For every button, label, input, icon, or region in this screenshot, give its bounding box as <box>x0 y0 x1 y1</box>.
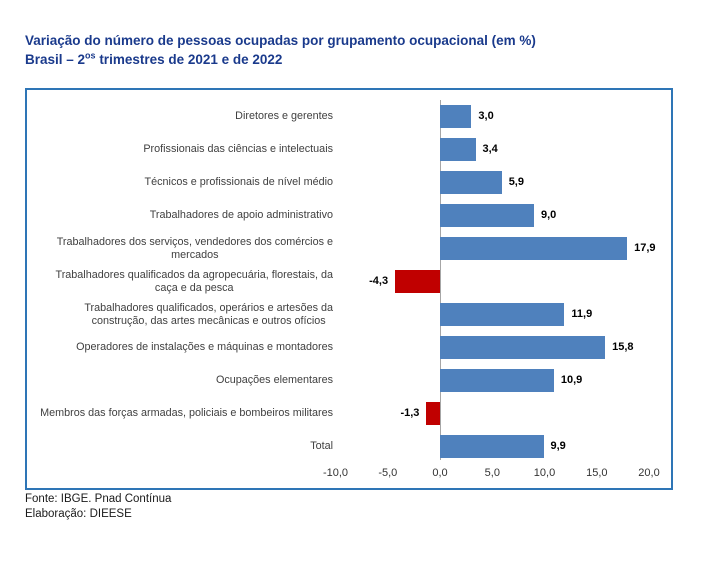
chart-row: Trabalhadores qualificados, operários e … <box>27 298 671 331</box>
category-label-text: Ocupações elementares <box>215 374 333 386</box>
bar-positive <box>440 171 502 194</box>
chart-title-line1: Variação do número de pessoas ocupadas p… <box>25 33 536 48</box>
bar-positive <box>440 435 544 458</box>
category-label-text: Membros das forças armadas, policiais e … <box>40 407 333 419</box>
chart-row: Total 9,9 <box>27 430 671 463</box>
chart-title: Variação do número de pessoas ocupadas p… <box>25 31 536 69</box>
category-label-text: Trabalhadores qualificados, operários e … <box>84 301 333 327</box>
chart-row: Trabalhadores de apoio administrativo 9,0 <box>27 199 671 232</box>
chart-row: Ocupações elementares 10,9 <box>27 364 671 397</box>
value-label: 11,9 <box>571 308 593 320</box>
category-label: Operadores de instalações e máquinas e m… <box>27 341 341 354</box>
bar-positive <box>440 105 472 128</box>
elaboration-note: Elaboração: DIEESE <box>25 508 132 520</box>
source-note: Fonte: IBGE. Pnad Contínua <box>25 493 172 505</box>
category-label-text: Profissionais das ciências e intelectuai… <box>143 143 333 155</box>
bar-positive <box>440 138 476 161</box>
x-axis-tick-label: -5,0 <box>378 467 398 479</box>
x-axis: -10,0 -5,0 0,0 5,0 10,0 15,0 20,0 <box>27 467 671 483</box>
x-axis-tick-label: -10,0 <box>322 467 349 479</box>
x-axis-tick-label: 15,0 <box>586 467 608 479</box>
chart-row: Trabalhadores qualificados da agropecuár… <box>27 265 671 298</box>
category-label-text: Trabalhadores dos serviços, vendedores d… <box>56 235 333 261</box>
bar-positive <box>440 336 606 359</box>
category-label: Membros das forças armadas, policiais e … <box>27 407 341 420</box>
category-label: Ocupações elementares <box>27 374 341 387</box>
category-label: Profissionais das ciências e intelectuai… <box>27 143 341 156</box>
value-label: 9,0 <box>541 209 557 221</box>
value-label: -4,3 <box>369 275 389 287</box>
footer: Fonte: IBGE. Pnad Contínua Elaboração: D… <box>25 492 171 522</box>
bar-positive <box>440 204 534 227</box>
x-axis-tick-label: 10,0 <box>533 467 556 479</box>
bar-positive <box>440 369 554 392</box>
chart-row: Membros das forças armadas, policiais e … <box>27 397 671 430</box>
chart-plot-area: Diretores e gerentes 3,0 Profissionais das… <box>27 100 671 463</box>
category-label-text: Trabalhadores de apoio administrativo <box>149 209 333 221</box>
bar-negative <box>426 402 440 425</box>
chart-title-line2-prefix: Brasil – 2 <box>25 52 86 67</box>
value-label: 10,9 <box>560 374 583 386</box>
chart-row: Trabalhadores dos serviços, vendedores d… <box>27 232 671 265</box>
bar-negative <box>395 270 440 293</box>
bar-positive <box>440 303 565 326</box>
chart-title-line2-suffix: trimestres de 2021 e de 2022 <box>95 52 283 67</box>
chart-row: Profissionais das ciências e intelectuai… <box>27 133 671 166</box>
chart-title-superscript: os <box>85 50 96 61</box>
x-axis-tick-label: 20,0 <box>638 467 660 479</box>
category-label-text: Operadores de instalações e máquinas e m… <box>76 341 333 353</box>
value-label: -1,3 <box>400 407 420 419</box>
category-label: Total <box>27 440 341 453</box>
chart-row: Diretores e gerentes 3,0 <box>27 100 671 133</box>
category-label-text: Total <box>310 440 333 452</box>
value-label: 15,8 <box>612 341 634 353</box>
category-label: Trabalhadores de apoio administrativo <box>27 209 341 222</box>
category-label: Trabalhadores dos serviços, vendedores d… <box>27 236 341 262</box>
value-label: 3,4 <box>482 143 498 155</box>
category-label-text: Técnicos e profissionais de nível médio <box>144 176 333 188</box>
value-label: 3,0 <box>478 110 494 122</box>
value-label: 9,9 <box>550 440 566 452</box>
chart-row: Operadores de instalações e máquinas e m… <box>27 331 671 364</box>
category-label: Diretores e gerentes <box>27 110 341 123</box>
value-label: 5,9 <box>508 176 524 188</box>
zero-axis-line <box>440 100 441 460</box>
category-label: Técnicos e profissionais de nível médio <box>27 176 341 189</box>
bar-positive <box>440 237 628 260</box>
chart-row: Técnicos e profissionais de nível médio 5… <box>27 166 671 199</box>
category-label-text: Trabalhadores qualificados da agropecuár… <box>55 268 334 294</box>
category-label: Trabalhadores qualificados da agropecuár… <box>27 269 341 295</box>
category-label: Trabalhadores qualificados, operários e … <box>27 302 341 328</box>
x-axis-tick-label: 5,0 <box>484 467 500 479</box>
value-label: 17,9 <box>634 242 656 254</box>
x-axis-tick-label: 0,0 <box>432 467 448 479</box>
category-label-text: Diretores e gerentes <box>235 110 333 122</box>
bar-chart: Diretores e gerentes 3,0 Profissionais das… <box>25 88 673 490</box>
chart-title-line2: Brasil – 2os trimestres de 2021 e de 202… <box>25 50 536 69</box>
